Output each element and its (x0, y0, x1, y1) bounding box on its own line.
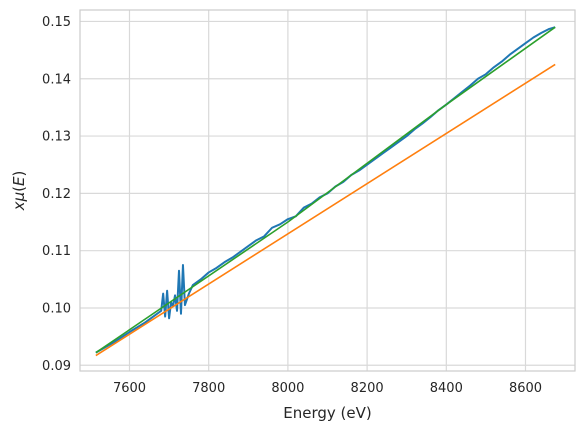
y-tick-label: 0.10 (42, 301, 71, 316)
y-axis-label-part: x (10, 201, 28, 211)
x-tick-labels: 7600 7800 8000 8200 8400 8600 (113, 381, 542, 396)
y-tick-label: 0.13 (42, 130, 71, 145)
y-axis-label-part: μ (10, 192, 28, 203)
y-tick-label: 0.15 (42, 15, 71, 30)
y-axis-label-part: E (10, 176, 28, 186)
y-axis-label-part: ( (10, 186, 28, 192)
y-tick-label: 0.12 (42, 187, 71, 202)
series-line-3 (95, 26, 556, 354)
x-tick-label: 8200 (351, 381, 384, 396)
series-line-1 (95, 26, 556, 354)
y-axis-label: xμ(E) (10, 171, 28, 212)
y-tick-labels: 0.09 0.10 0.11 0.12 0.13 0.14 0.15 (42, 15, 71, 374)
series-line-2 (95, 63, 556, 357)
y-tick-label: 0.11 (42, 244, 71, 259)
x-axis-label: Energy (eV) (283, 404, 371, 422)
axes-border (79, 9, 576, 372)
y-axis-label-part: ) (10, 171, 28, 177)
x-tick-label: 8000 (271, 381, 304, 396)
y-tick-label: 0.14 (42, 72, 71, 87)
series-layer (95, 26, 556, 357)
x-tick-label: 7600 (113, 381, 146, 396)
plot-background (80, 10, 575, 371)
axes-frame (79, 9, 576, 372)
x-tick-label: 8600 (509, 381, 542, 396)
y-tick-label: 0.09 (42, 359, 71, 374)
x-tick-label: 7800 (192, 381, 225, 396)
x-tick-label: 8400 (430, 381, 463, 396)
